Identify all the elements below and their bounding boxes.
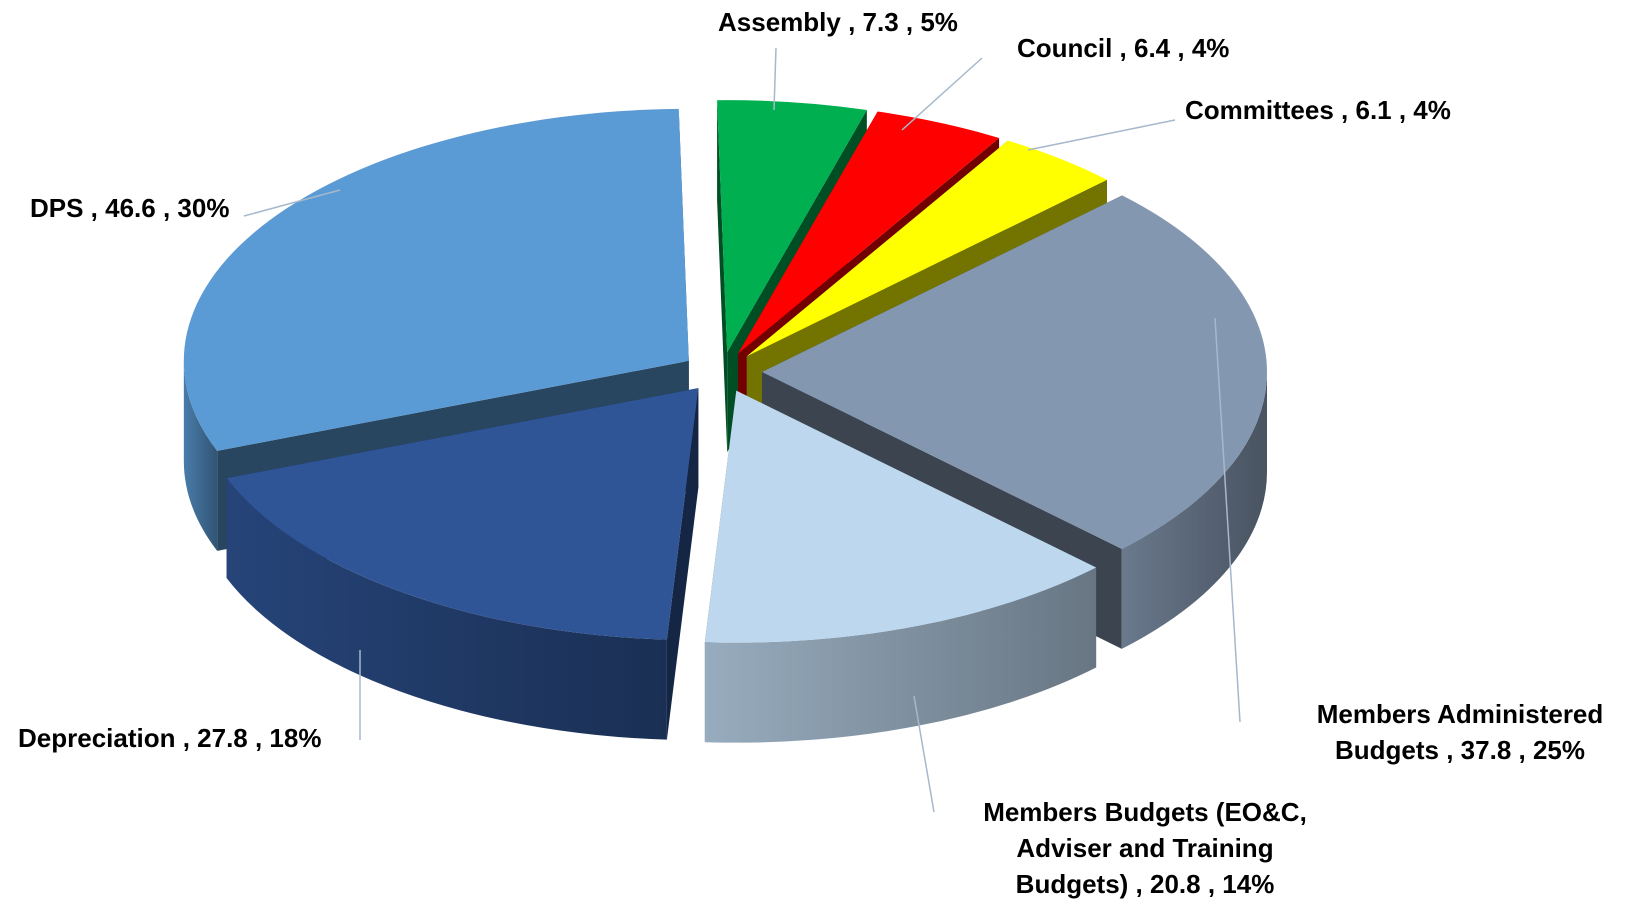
slice-top-depreciation <box>226 388 699 640</box>
slice-rim <box>183 360 218 551</box>
slice-top-dps <box>183 108 689 451</box>
label-council: Council , 6.4 , 4% <box>1017 33 1230 63</box>
slice-top-members-administered-budgets <box>762 195 1267 549</box>
leader-line-dps <box>243 189 341 217</box>
slice-top-committees <box>746 140 1108 357</box>
label-members-administered-budgets: Members Administered Budgets , 37.8 , 25… <box>1316 699 1604 765</box>
slice-rim <box>1121 372 1267 649</box>
label-dps: DPS , 46.6 , 30% <box>30 193 230 223</box>
leader-line-members-budgets-eo-c-adviser-and-training-budgets <box>913 695 935 813</box>
label-members-budgets: Members Budgets (EO&C, Adviser and Train… <box>983 797 1307 899</box>
leader-line-council <box>901 57 983 131</box>
slice-members-budgets-eo-c-adviser-and-training-budgets <box>704 390 1097 743</box>
pie-sides <box>183 100 1267 743</box>
label-committees: Committees , 6.1 , 4% <box>1185 95 1451 125</box>
slice-top-assembly <box>717 100 867 353</box>
slice-depreciation <box>226 388 699 740</box>
leader-line-assembly <box>773 47 777 111</box>
slice-rim <box>226 478 667 740</box>
label-assembly: Assembly , 7.3 , 5% <box>718 7 958 37</box>
slice-top-council <box>738 111 1000 354</box>
slice-rim <box>704 567 1097 743</box>
leader-line-committees <box>1027 119 1176 151</box>
leader-lines <box>243 47 1241 813</box>
label-depreciation: Depreciation , 27.8 , 18% <box>18 723 322 753</box>
slice-top-members-budgets-eo-c-adviser-and-training-budgets <box>704 390 1097 643</box>
leader-line-members-administered-budgets <box>1214 317 1241 723</box>
slice-side-wall <box>717 100 728 453</box>
